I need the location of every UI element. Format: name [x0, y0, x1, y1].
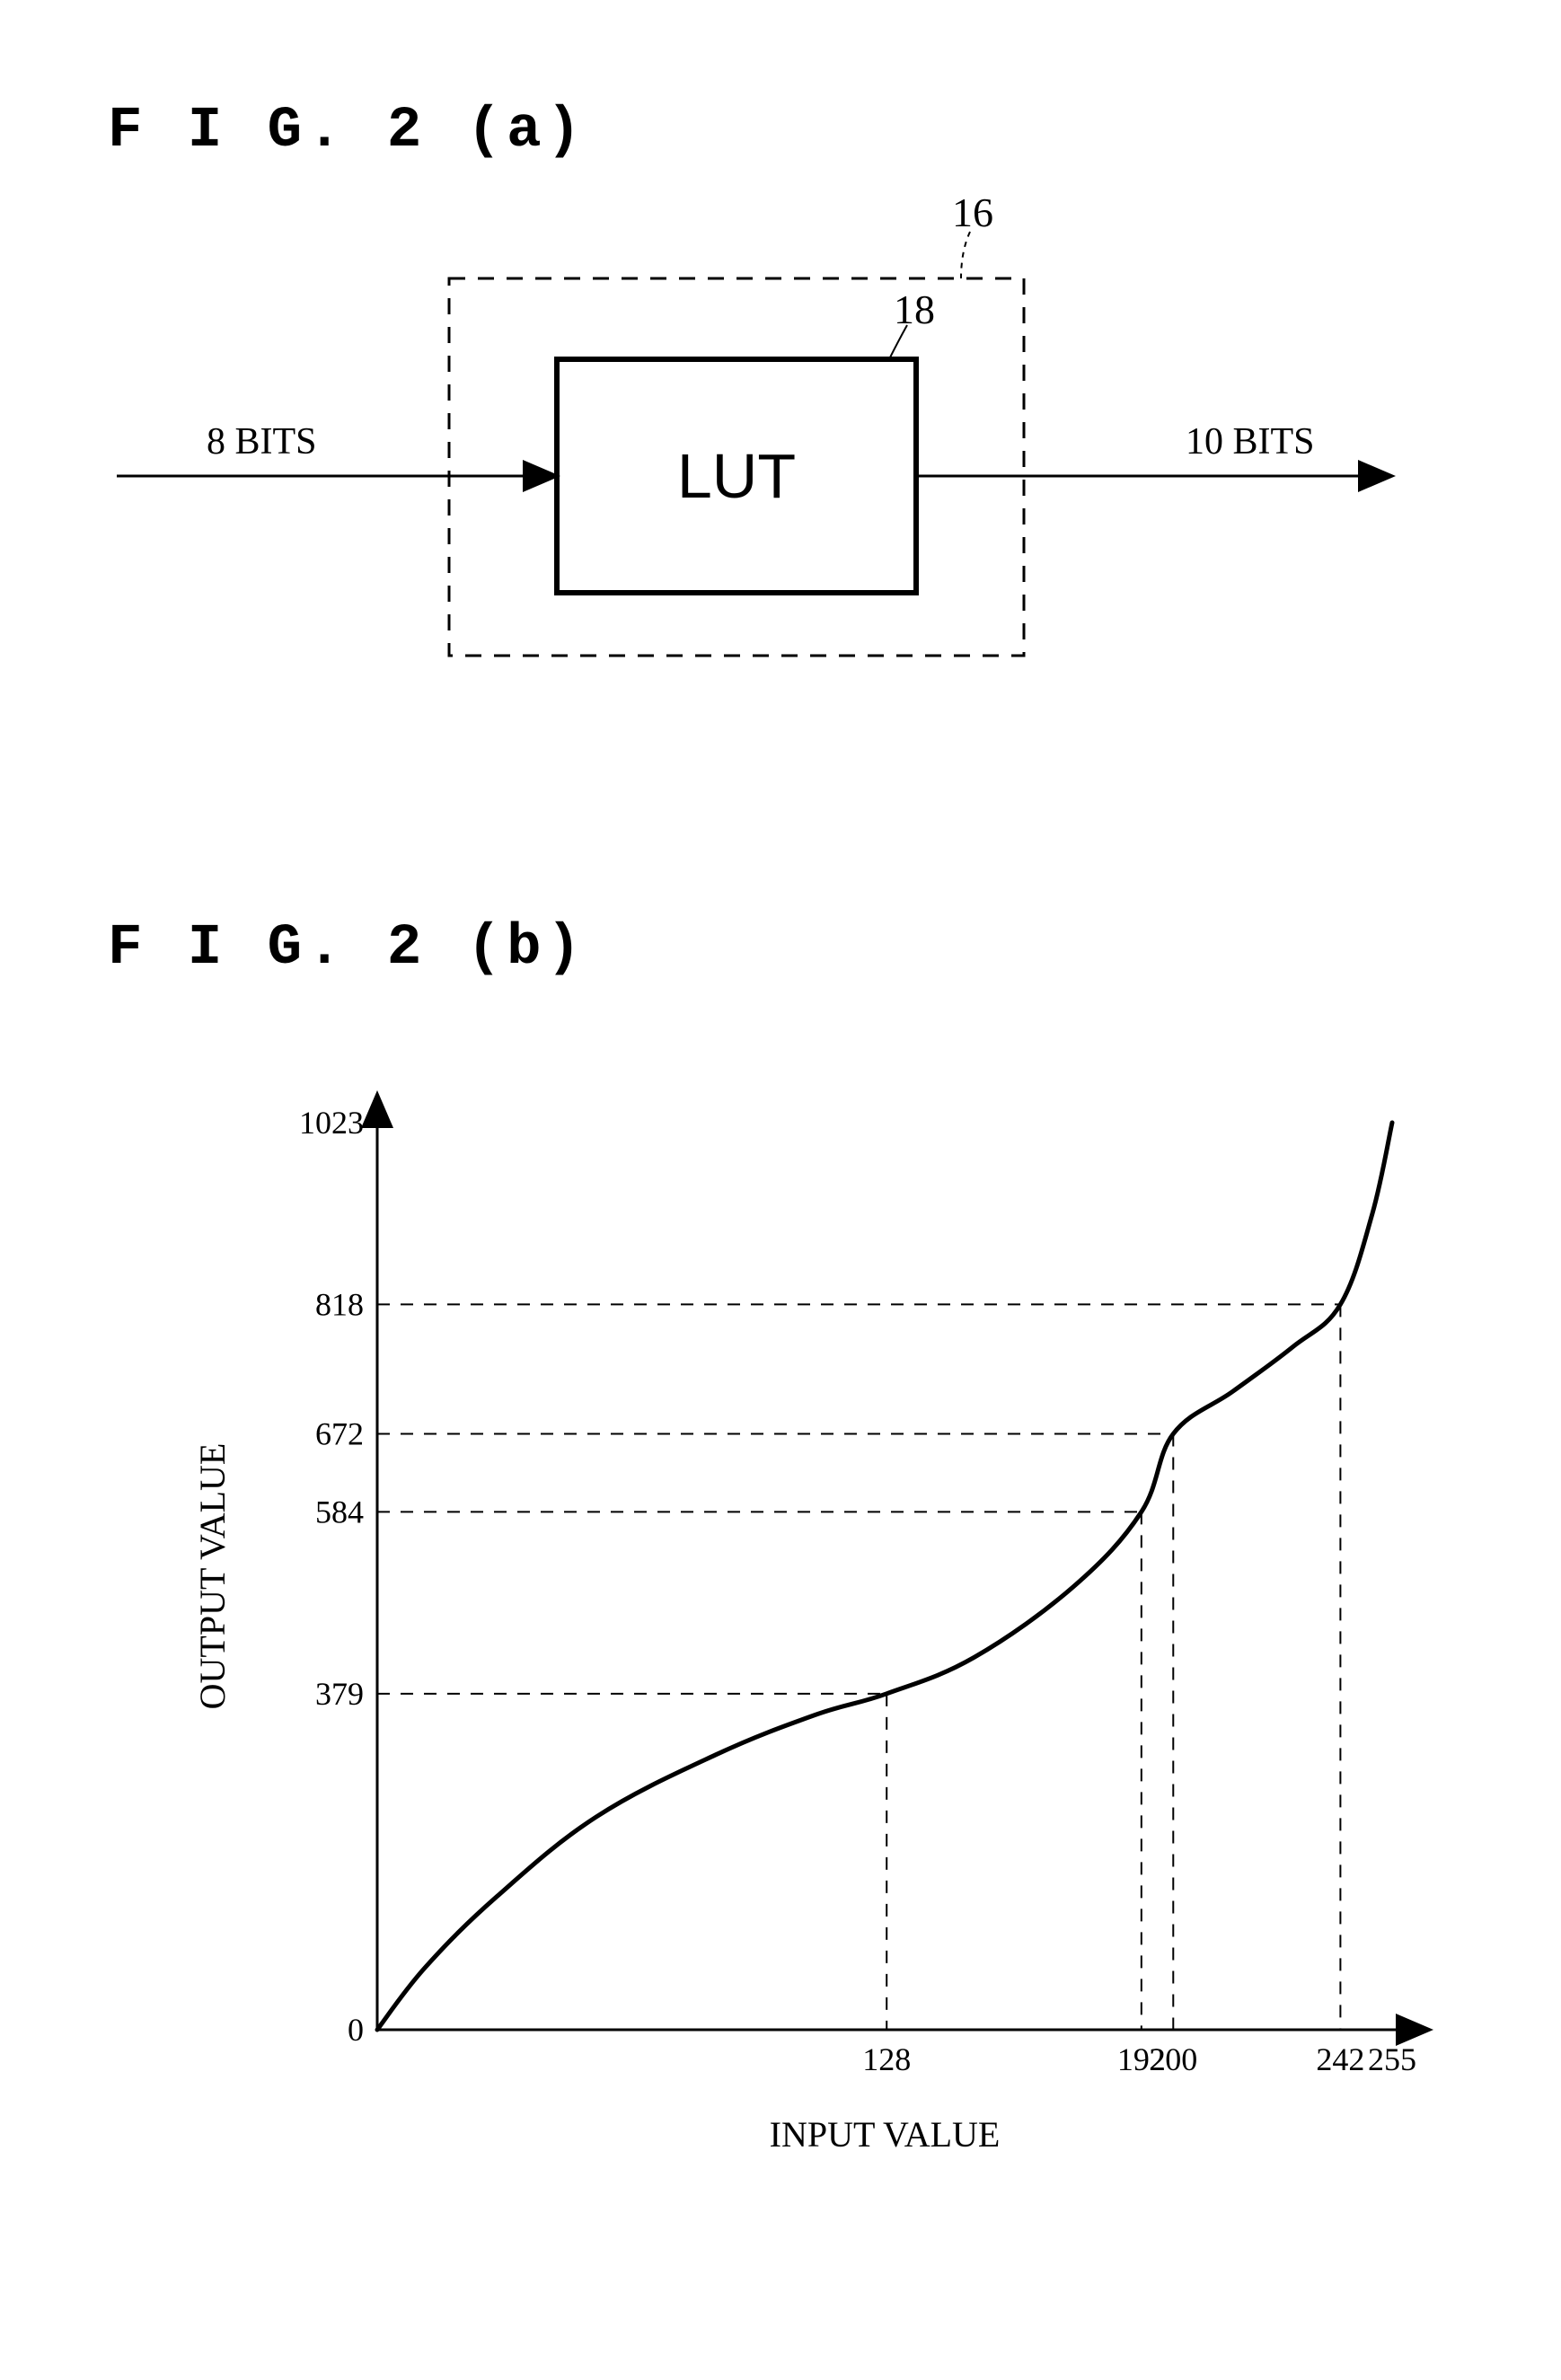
ytick-max: 1023 [299, 1105, 364, 1141]
outer-ref-label: 16 [952, 189, 993, 236]
lut-ref-label: 18 [894, 286, 935, 333]
ytick-672: 672 [315, 1416, 364, 1452]
origin-zero: 0 [348, 2012, 364, 2048]
y-axis-label: OUTPUT VALUE [192, 1443, 233, 1710]
xtick-255: 255 [1368, 2041, 1416, 2077]
outer-ref-leader [961, 232, 970, 278]
page-root: F I G. 2 (a) LUT 16 18 8 BITS 10 BITS F … [0, 0, 1561, 2307]
fig-2b-title: F I G. 2 (b) [108, 916, 586, 981]
ytick-379: 379 [315, 1676, 364, 1712]
lut-curve [377, 1123, 1392, 2030]
ytick-584: 584 [315, 1494, 364, 1529]
x-axis-label: INPUT VALUE [770, 2114, 1001, 2155]
ytick-818: 818 [315, 1286, 364, 1322]
output-bits-label: 10 BITS [1186, 420, 1315, 463]
lut-label: LUT [557, 359, 916, 593]
xtick-200: 200 [1149, 2041, 1197, 2077]
xtick-128: 128 [862, 2041, 911, 2077]
fig-2b-chart: 37958467281812819220024225510230INPUT VA… [0, 1033, 1561, 2380]
xtick-242: 242 [1316, 2041, 1364, 2077]
input-bits-label: 8 BITS [207, 420, 317, 463]
